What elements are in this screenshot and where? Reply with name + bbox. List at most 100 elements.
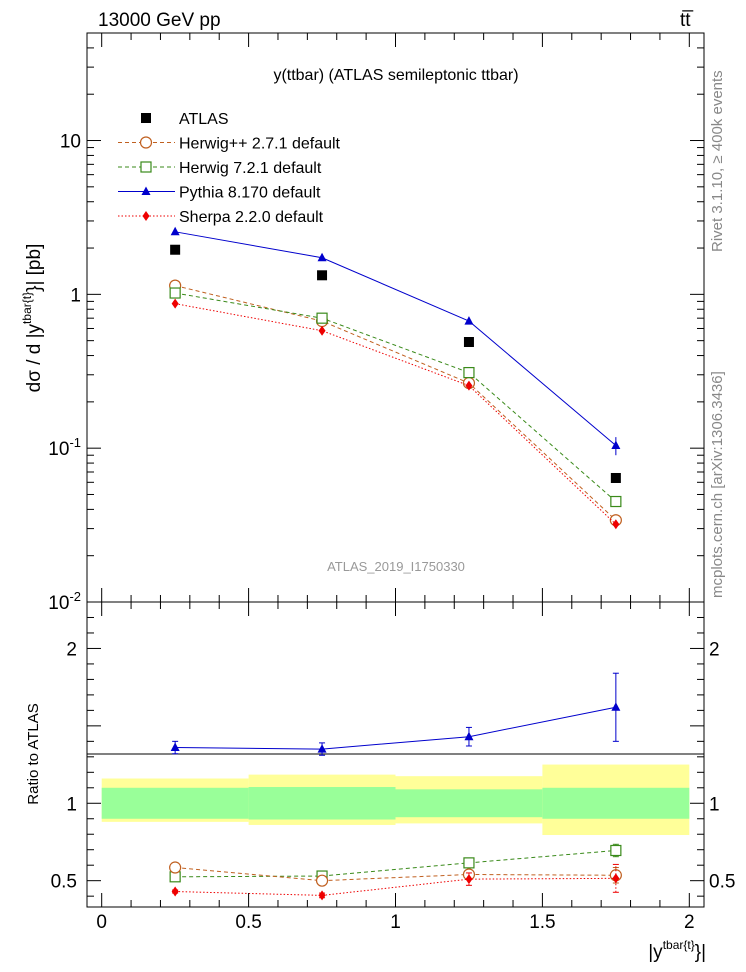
data-point xyxy=(464,316,474,325)
data-point xyxy=(169,287,181,299)
data-point xyxy=(317,270,328,281)
analysis-watermark: ATLAS_2019_I1750330 xyxy=(327,559,465,574)
ratio-data-point xyxy=(463,857,475,869)
series-line xyxy=(175,231,617,446)
legend-item-herwig-2-7-1-default: Herwig++ 2.7.1 default xyxy=(118,136,341,153)
main-y-tick-label: 1 xyxy=(70,285,81,306)
legend-marker xyxy=(141,113,151,123)
legend-marker xyxy=(139,136,153,149)
chart-title: y(ttbar) (ATLAS semileptonic ttbar) xyxy=(273,67,518,84)
ratio-marks xyxy=(169,672,622,901)
main-marks xyxy=(169,226,622,530)
series-atlas xyxy=(170,244,621,483)
xlabel-superscript: tbar{t} xyxy=(663,938,695,952)
legend-label: Sherpa 2.2.0 default xyxy=(179,209,324,226)
ratio-axes: 0.5 0.5 1 1 2 2 0 0.5 1 1.5 2 xyxy=(51,601,735,933)
data-point xyxy=(171,298,179,309)
ylabel-superscript: tbar{t} xyxy=(20,292,34,324)
legend-item-sherpa-2-2-0-default: Sherpa 2.2.0 default xyxy=(118,209,324,226)
data-point xyxy=(465,380,473,391)
data-point xyxy=(463,366,475,379)
ratio-data-point xyxy=(170,742,180,752)
data-point xyxy=(317,252,327,262)
data-point xyxy=(170,244,181,255)
ratio-series-sherpa-2-2-0-default xyxy=(171,863,620,901)
data-point xyxy=(610,472,621,483)
ratio-y-tick-label: 2 xyxy=(66,639,77,660)
main-y-axis-label: dσ / d |ytbar{t}}| [pb] xyxy=(20,244,45,393)
energy-label: 13000 GeV pp xyxy=(98,10,221,31)
series-herwig-2-7-1-default xyxy=(169,279,622,527)
main-y-tick-label: 10-1 xyxy=(48,435,81,460)
ratio-data-point xyxy=(612,873,620,884)
data-point xyxy=(170,226,180,236)
data-point xyxy=(316,312,328,324)
ratio-panel: 0.5 0.5 1 1 2 2 0 0.5 1 1.5 2 Ratio to ATLAS |ytba… xyxy=(25,601,735,963)
x-tick-label: 2 xyxy=(684,912,695,933)
x-axis-label: |ytbar{t}}| xyxy=(648,938,706,963)
ratio-data-point xyxy=(611,702,621,711)
series-sherpa-2-2-0-default xyxy=(171,298,620,530)
ratio-y-tick-label-right: 2 xyxy=(709,639,720,660)
data-point xyxy=(463,337,474,348)
data-point xyxy=(610,495,622,508)
ratio-data-point xyxy=(315,874,329,887)
ratio-bands xyxy=(101,764,690,836)
mcplots-source-label: mcplots.cern.ch [arXiv:1306.3436] xyxy=(709,371,726,598)
stat-uncertainty-band xyxy=(101,787,249,819)
ratio-series-line xyxy=(175,867,616,882)
stat-uncertainty-band xyxy=(248,787,396,820)
x-tick-label: 0.5 xyxy=(235,912,261,933)
ratio-data-point xyxy=(318,890,326,901)
ratio-data-point xyxy=(317,744,327,753)
series-herwig-7-2-1-default xyxy=(169,287,622,508)
rivet-version-label: Rivet 3.1.10, ≥ 400k events xyxy=(709,70,726,252)
data-point xyxy=(318,325,326,336)
ratio-data-point xyxy=(464,731,474,741)
ratio-series-pythia-8-170-default xyxy=(170,672,621,756)
tick-exponent: -2 xyxy=(69,589,81,604)
x-tick-label: 1.5 xyxy=(529,912,555,933)
ratio-data-point xyxy=(465,874,473,885)
ratio-data-point xyxy=(610,844,622,857)
ratio-y-tick-label: 0.5 xyxy=(51,872,77,893)
legend-label: Herwig 7.2.1 default xyxy=(179,160,322,177)
main-y-tick-label: 10 xyxy=(60,132,81,153)
process-label: tt̅ xyxy=(680,10,694,31)
ratio-series-line xyxy=(175,877,616,896)
stat-uncertainty-band xyxy=(395,789,543,818)
legend: ATLAS Herwig++ 2.7.1 default Herwig 7.2.1 … xyxy=(118,111,341,226)
data-point xyxy=(611,440,621,450)
ratio-y-axis-label: Ratio to ATLAS xyxy=(25,703,42,804)
ylabel-text-part: dσ / d |y xyxy=(24,323,45,392)
tick-exponent: -1 xyxy=(69,435,81,450)
data-point xyxy=(612,519,620,530)
main-y-tick-label: 10-2 xyxy=(48,589,81,614)
series-line xyxy=(175,303,617,525)
legend-marker xyxy=(140,161,152,173)
ratio-series-line xyxy=(175,849,616,878)
ratio-series-herwig-2-7-1-default xyxy=(169,861,622,887)
ratio-data-point xyxy=(171,886,179,897)
legend-label: ATLAS xyxy=(179,111,229,128)
stat-uncertainty-band xyxy=(542,787,690,819)
legend-label: Pythia 8.170 default xyxy=(179,185,321,202)
ratio-y-tick-label-right: 0.5 xyxy=(709,872,735,893)
tick-base: 10 xyxy=(48,593,69,614)
ratio-y-tick-label: 1 xyxy=(66,794,77,815)
series-pythia-8-170-default xyxy=(170,226,621,456)
x-tick-label: 1 xyxy=(390,912,401,933)
legend-marker xyxy=(141,186,151,195)
legend-item-herwig-7-2-1-default: Herwig 7.2.1 default xyxy=(118,160,322,177)
legend-item-pythia-8-170-default: Pythia 8.170 default xyxy=(118,185,321,202)
xlabel-text-end: }| xyxy=(695,942,706,963)
x-tick-label: 0 xyxy=(96,912,107,933)
ratio-y-tick-label-right: 1 xyxy=(709,794,720,815)
ratio-series-herwig-7-2-1-default xyxy=(169,843,622,883)
ratio-data-point xyxy=(169,861,182,874)
legend-item-atlas: ATLAS xyxy=(141,111,229,128)
legend-marker xyxy=(142,211,150,221)
ylabel-text-end: }| [pb] xyxy=(24,244,45,292)
